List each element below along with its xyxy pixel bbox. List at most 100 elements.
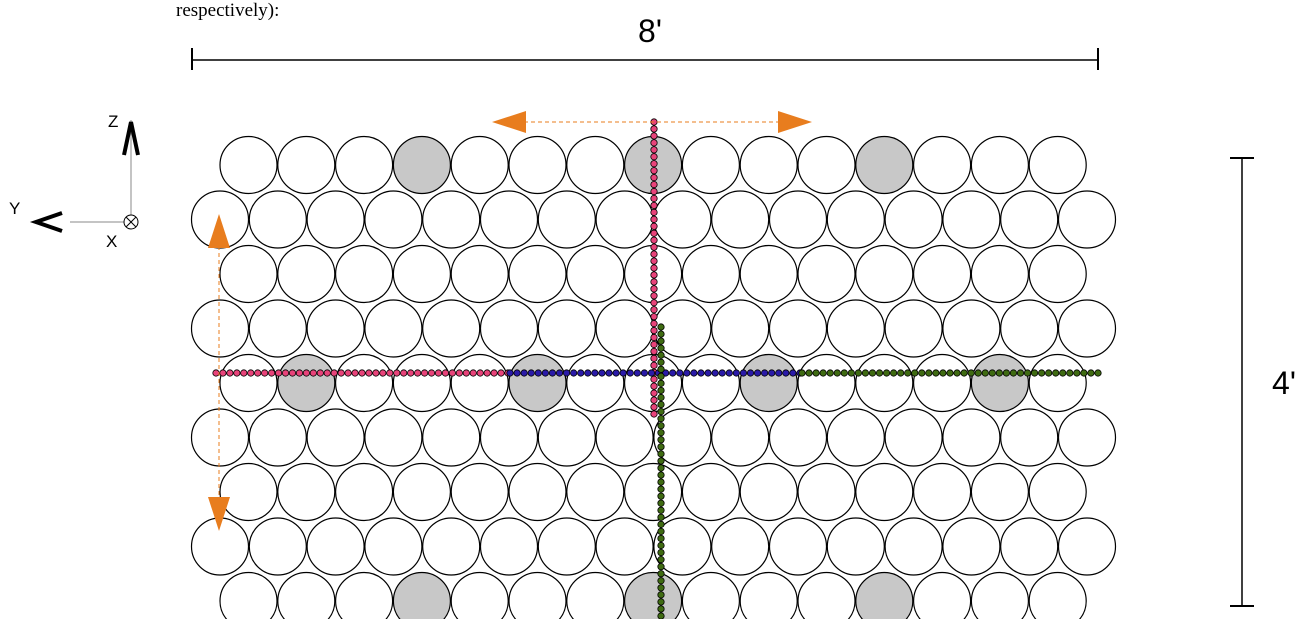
tube-shaded [739, 353, 798, 413]
bead [344, 369, 352, 377]
tube [566, 244, 625, 304]
bead [1059, 369, 1067, 377]
bead [981, 369, 989, 377]
bead [302, 369, 310, 377]
bead [612, 369, 620, 377]
tube [711, 408, 770, 467]
bead [657, 506, 665, 514]
tube-shaded [392, 571, 451, 619]
tube [912, 135, 972, 195]
bead [400, 369, 408, 377]
tube [248, 517, 307, 576]
bead [683, 369, 691, 377]
tube [537, 517, 596, 576]
tube [681, 353, 741, 413]
bead [657, 570, 665, 578]
bead [598, 369, 606, 377]
bead [434, 369, 443, 377]
bead [1030, 369, 1039, 377]
bead [704, 369, 712, 377]
tube [335, 462, 394, 522]
bead [605, 369, 613, 377]
down-arrowhead-icon [208, 497, 230, 531]
tube [797, 244, 856, 304]
bead [753, 369, 762, 377]
bead [490, 369, 498, 377]
tube [884, 299, 943, 358]
bead [805, 369, 813, 377]
bead [650, 306, 658, 314]
tube [364, 408, 423, 467]
bead [1016, 369, 1025, 377]
bead [240, 369, 248, 377]
z-arrow-icon [122, 121, 140, 156]
bead [1002, 369, 1010, 377]
bead [657, 527, 665, 536]
tube [277, 571, 336, 619]
bead [650, 160, 658, 168]
tube [970, 244, 1030, 304]
bead [746, 369, 755, 377]
bead [657, 605, 665, 613]
bead [650, 326, 658, 335]
bead [676, 369, 684, 377]
tube [219, 353, 278, 413]
bead [840, 369, 848, 377]
tube [1028, 244, 1087, 304]
bead [812, 369, 820, 377]
tube-shaded [508, 353, 567, 413]
tube [306, 190, 365, 249]
tube [942, 517, 1001, 576]
bead [372, 369, 380, 377]
bead [657, 337, 665, 345]
bead [650, 250, 658, 258]
bead [657, 450, 665, 458]
bead [640, 369, 648, 377]
tube [219, 244, 278, 304]
tube [1028, 353, 1087, 413]
bead [1066, 369, 1074, 377]
bead [633, 369, 641, 377]
bead [414, 369, 422, 377]
bead [657, 492, 665, 500]
tube [479, 517, 539, 576]
bead [847, 369, 855, 377]
tube [595, 299, 654, 358]
up-arrowhead-icon [208, 214, 230, 248]
bead [650, 180, 658, 189]
tube [248, 299, 307, 358]
tube [508, 244, 567, 304]
tube-shaded [855, 135, 914, 195]
bead [295, 369, 304, 377]
tube [566, 571, 625, 619]
bead [657, 499, 665, 507]
tube [566, 353, 625, 413]
bead [974, 369, 982, 377]
bead [904, 369, 912, 377]
pink-vertical-line [650, 118, 658, 418]
width-label: 8' [638, 13, 662, 49]
tube [392, 462, 451, 522]
tube [537, 299, 596, 358]
bead [577, 369, 585, 377]
bead [650, 396, 658, 404]
tube [826, 517, 885, 576]
bead [932, 369, 940, 377]
tube [1000, 517, 1059, 576]
bead [890, 369, 898, 377]
bead [254, 369, 262, 377]
tube [422, 517, 481, 576]
bead [657, 400, 665, 409]
bead [455, 369, 463, 377]
tube [1057, 408, 1117, 467]
tube-array [190, 135, 1117, 619]
bead [619, 369, 627, 377]
tube [595, 408, 654, 467]
bead [782, 369, 790, 377]
tube [739, 135, 798, 195]
tube [1028, 135, 1087, 195]
bead [584, 369, 592, 377]
tube [364, 299, 423, 358]
tube [335, 353, 394, 413]
bead [650, 132, 658, 140]
